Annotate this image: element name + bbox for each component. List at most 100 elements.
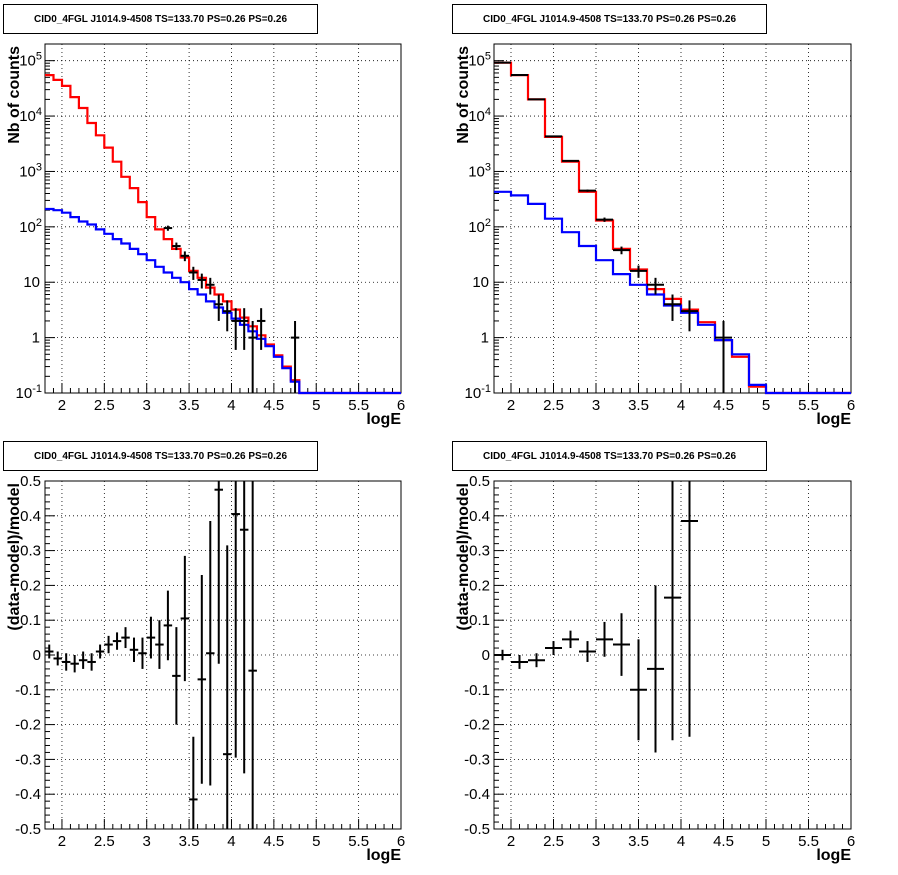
data-point — [545, 135, 562, 138]
data-point — [256, 308, 266, 350]
y-tick-label: -0.2 — [15, 717, 41, 734]
x-tick-label: 6 — [847, 833, 855, 850]
y-tick-label: 0.4 — [469, 508, 490, 525]
y-tick-label: 104 — [468, 106, 491, 125]
data-point — [206, 521, 215, 786]
x-tick-label: 5 — [312, 833, 320, 850]
data-point — [45, 644, 54, 659]
model-component-histogram — [494, 190, 851, 395]
y-tick-label: 1 — [481, 330, 489, 347]
data-point — [579, 641, 596, 662]
y-tick-label: 0.1 — [20, 612, 41, 629]
data-point — [647, 277, 664, 295]
data-point — [630, 265, 647, 278]
x-tick-label: 3.5 — [179, 397, 200, 414]
data-point — [180, 555, 190, 682]
data-point — [290, 320, 300, 393]
y-axis-label: Nb of counts — [455, 46, 472, 144]
data-point — [248, 481, 257, 829]
y-tick-label: 105 — [468, 51, 491, 70]
y-tick-label: 103 — [468, 161, 491, 180]
data-point — [172, 242, 181, 251]
x-tick-label: 3 — [143, 397, 151, 414]
x-tick-label: 4.5 — [263, 833, 284, 850]
data-point — [95, 644, 105, 659]
x-axis-label: logE — [366, 411, 401, 428]
y-tick-label: -0.3 — [464, 751, 490, 768]
y-tick-label: -0.2 — [464, 717, 490, 734]
data-point — [664, 481, 681, 741]
y-tick-label: 103 — [19, 161, 42, 180]
x-tick-label: 2.5 — [94, 397, 115, 414]
x-tick-label: 2 — [58, 397, 66, 414]
data-point — [87, 653, 96, 671]
data-point — [248, 320, 257, 393]
data-point — [596, 621, 613, 657]
data-point — [78, 651, 88, 669]
x-tick-label: 2.5 — [543, 397, 564, 414]
x-tick-label: 5.5 — [348, 833, 369, 850]
data-point — [664, 294, 681, 321]
model-total-histogram — [494, 61, 851, 395]
x-axis-label: logE — [816, 411, 851, 428]
x-tick-label: 2.5 — [94, 833, 115, 850]
y-tick-label: 0.5 — [20, 473, 41, 490]
y-tick-label: 0.3 — [469, 543, 490, 560]
y-tick-label: 0.3 — [20, 543, 41, 560]
y-tick-label: 102 — [19, 217, 42, 236]
y-tick-label: -0.4 — [464, 786, 490, 803]
model-component-histogram — [45, 207, 401, 395]
data-point — [146, 616, 156, 659]
x-tick-label: 2 — [58, 833, 66, 850]
data-point — [528, 653, 545, 668]
y-tick-label: 105 — [19, 51, 42, 70]
data-point — [121, 627, 130, 649]
data-point — [239, 481, 249, 774]
x-tick-label: 3 — [143, 833, 151, 850]
x-tick-label: 5.5 — [798, 833, 819, 850]
y-tick-label: -0.5 — [15, 821, 41, 838]
y-axis-label: Nb of counts — [6, 46, 23, 144]
x-axis-label: logE — [816, 847, 851, 864]
plot-frame — [44, 43, 402, 394]
data-point — [163, 225, 173, 231]
y-tick-label: 104 — [19, 106, 42, 125]
data-point — [70, 655, 79, 673]
y-tick-label: 0.1 — [469, 612, 490, 629]
x-tick-label: 5 — [762, 397, 770, 414]
data-point — [231, 308, 240, 350]
y-axis-label: (data-model)/model — [6, 483, 23, 631]
data-point — [172, 627, 181, 725]
x-tick-label: 2 — [507, 397, 515, 414]
x-tick-label: 3.5 — [628, 833, 649, 850]
data-point — [180, 251, 190, 262]
data-point — [681, 300, 698, 332]
x-tick-label: 3.5 — [628, 397, 649, 414]
model-total-histogram — [45, 74, 401, 395]
y-tick-label: 10-1 — [465, 383, 491, 402]
y-tick-label: -0.1 — [15, 682, 41, 699]
x-tick-label: 5 — [762, 833, 770, 850]
data-point — [596, 217, 613, 222]
plot-title-bottom-right: CID0_4FGL J1014.9-4508 TS=133.70 PS=0.26… — [452, 441, 767, 471]
y-tick-label: 0.4 — [20, 508, 41, 525]
plot-frame — [44, 480, 402, 830]
data-point — [197, 273, 207, 289]
y-tick-label: 0.2 — [20, 577, 41, 594]
data-point — [53, 651, 62, 666]
y-tick-label: -0.5 — [464, 821, 490, 838]
data-point — [138, 637, 147, 669]
plot-panel-1: 2 2.5 3 3.5 4 4.5 5 5.5 6 10-1 1 10 102 103 104 105 logE… — [6, 43, 405, 428]
data-point — [630, 639, 647, 741]
plot-panel-3: 2 2.5 3 3.5 4 4.5 5 5.5 6 -0.5 -0.4 -0.3 -0.2 -0.1 0 0.… — [6, 473, 405, 864]
x-tick-label: 4 — [227, 833, 235, 850]
y-tick-label: 0 — [33, 647, 41, 664]
data-point — [214, 481, 223, 664]
data-point — [189, 736, 198, 829]
data-point — [112, 632, 122, 650]
x-tick-label: 4 — [677, 833, 685, 850]
y-tick-label: 10 — [23, 274, 40, 291]
y-tick-label: -0.1 — [464, 682, 490, 699]
data-point — [223, 300, 232, 332]
x-tick-label: 3 — [592, 833, 600, 850]
